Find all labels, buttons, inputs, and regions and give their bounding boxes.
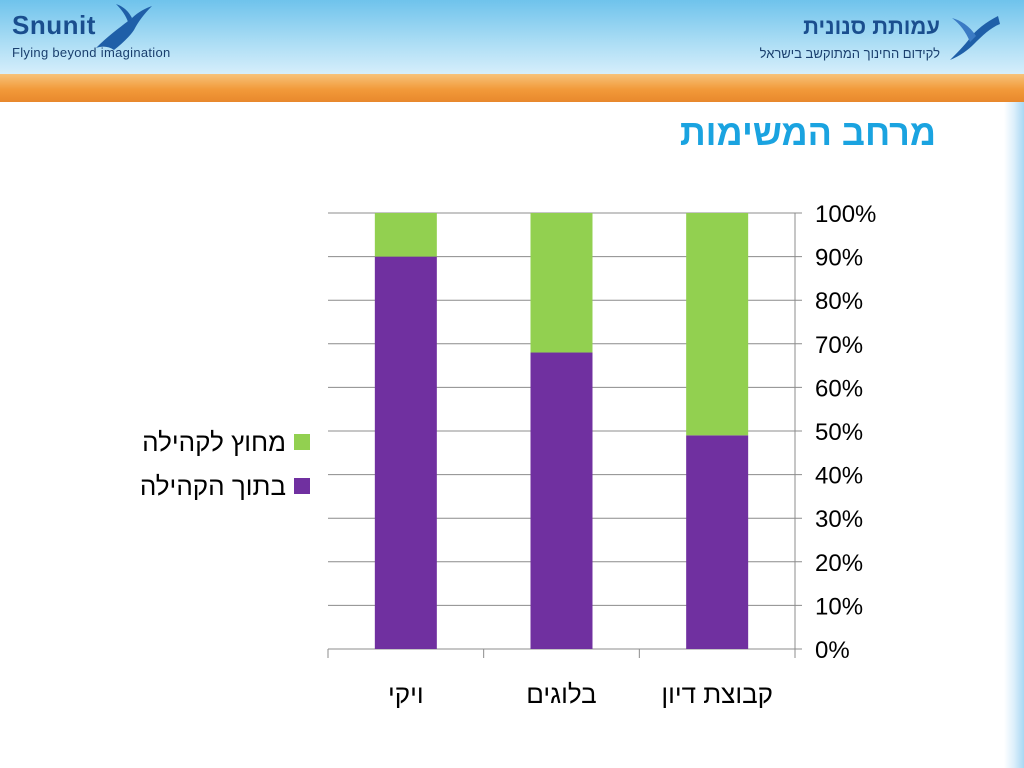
y-tick-label: 50% — [815, 419, 863, 446]
bar-inside — [530, 352, 593, 649]
bar-outside — [686, 213, 749, 436]
brand-name-hebrew: עמותת סנונית — [803, 14, 940, 39]
y-tick-label: 70% — [815, 332, 863, 359]
legend-label-outside: מחוץ לקהילה — [142, 426, 286, 457]
brand-name: Snunit — [12, 10, 96, 40]
side-accent-strip — [1004, 102, 1024, 768]
y-tick-label: 10% — [815, 593, 863, 620]
header-band — [0, 0, 1024, 74]
legend-item-inside: בתוך הקהילה — [100, 464, 310, 508]
legend-item-outside: מחוץ לקהילה — [100, 420, 310, 464]
legend-swatch-inside — [294, 478, 310, 494]
x-category-label: קבוצת דיון — [661, 679, 773, 709]
bar-outside — [374, 213, 437, 257]
swallow-icon — [92, 4, 154, 60]
y-tick-label: 20% — [815, 550, 863, 577]
slide-title: מרחב המשימות — [679, 112, 936, 153]
amutat-snunit-logo: עמותת סנונית לקידום החינוך המתוקשב בישרא… — [760, 14, 940, 61]
y-tick-label: 30% — [815, 506, 863, 533]
bar-inside — [374, 256, 437, 649]
x-category-label: בלוגים — [526, 679, 596, 709]
chart-legend: מחוץ לקהילה בתוך הקהילה — [100, 420, 310, 508]
y-tick-label: 100% — [815, 201, 876, 228]
y-tick-label: 60% — [815, 375, 863, 402]
legend-label-inside: בתוך הקהילה — [139, 470, 286, 501]
y-tick-label: 80% — [815, 288, 863, 315]
snunit-logo: Snunit Flying beyond imagination — [12, 10, 171, 60]
y-tick-label: 0% — [815, 637, 850, 664]
brand-tagline: Flying beyond imagination — [12, 45, 171, 60]
brand-tagline-hebrew: לקידום החינוך המתוקשב בישראל — [759, 46, 940, 61]
swallow-icon — [946, 8, 1002, 66]
bar-outside — [530, 213, 593, 353]
header-accent-bar — [0, 74, 1024, 102]
legend-swatch-outside — [294, 434, 310, 450]
y-tick-label: 40% — [815, 463, 863, 490]
x-category-label: ויקי — [388, 679, 424, 709]
y-tick-label: 90% — [815, 245, 863, 272]
bar-inside — [686, 435, 749, 649]
